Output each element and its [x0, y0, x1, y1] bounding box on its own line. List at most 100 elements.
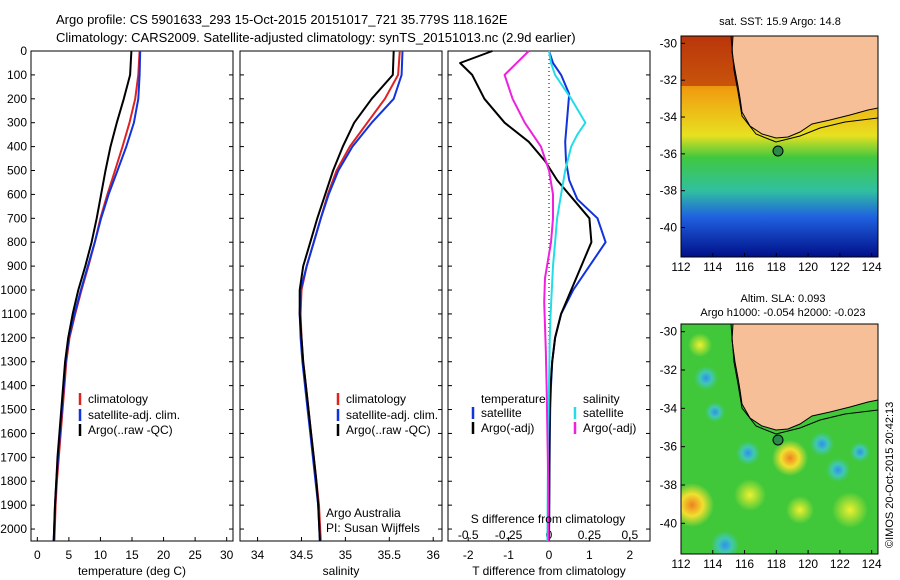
map-y-tick-label: -30 [660, 325, 678, 339]
imos-credit: ©IMOS 20-Oct-2015 20:42:13 [884, 402, 896, 548]
x-tick-label: 0 [34, 548, 41, 562]
top-tick-label: 0.25 [578, 528, 602, 542]
sst-depth-contour [730, 36, 878, 143]
top-tick-label: 0.5 [621, 528, 638, 542]
y-tick-label: 1600 [0, 426, 27, 440]
x-tick-label: 15 [125, 548, 139, 562]
x-tick-label: 34.5 [290, 548, 314, 562]
map-y-tick-label: -34 [660, 110, 678, 124]
y-tick-label: 1500 [0, 403, 27, 417]
series-line-salinity-argo-adj [503, 50, 554, 542]
series-line-salinity-satellite [546, 50, 587, 542]
map-x-tick-label: 112 [671, 260, 690, 274]
sla-cool-eddy [694, 366, 718, 390]
sla-depth-contour [730, 324, 878, 435]
temperature-axes: 0 5 10 15 20 25 300100200300400500600700800900… [0, 44, 233, 562]
sla-warm-eddy [772, 440, 808, 476]
x-tick-label: 35.5 [378, 548, 402, 562]
difference-top-xlabel: S difference from climatology [471, 512, 626, 526]
y-tick-label: 2000 [0, 522, 27, 536]
legend-label-satellite: satellite-adj. clim. [346, 408, 438, 422]
y-tick-label: 1200 [0, 331, 27, 345]
credit-line-1: Argo Australia [326, 506, 401, 520]
legend-label-satellite: satellite-adj. clim. [88, 408, 180, 422]
map-y-tick-label: -36 [660, 440, 678, 454]
sla-map-title: Altim. SLA: 0.093 [741, 293, 826, 305]
y-tick-label: 1000 [0, 283, 27, 297]
difference-xlabel: T difference from climatology [472, 564, 626, 578]
temperature-xlabel: temperature (deg C) [78, 564, 186, 578]
legend-label-t-argo: Argo(-adj) [481, 421, 534, 435]
header-line-1: Argo profile: CS 5901633_293 15-Oct-2015… [56, 12, 508, 27]
temperature-panel-frame [30, 50, 234, 542]
sst-map-title: sat. SST: 15.9 Argo: 14.8 [719, 16, 841, 28]
sla-cool-eddy [705, 402, 725, 422]
x-tick-label: -1 [503, 548, 514, 562]
x-tick-label: 25 [188, 548, 202, 562]
salinity-legend: climatology satellite-adj. clim. Argo(..… [326, 392, 438, 535]
map-x-tick-label: 112 [671, 557, 690, 571]
map-y-tick-label: -32 [660, 363, 678, 377]
salinity-plot [298, 50, 404, 542]
sla-map-frame [680, 323, 879, 555]
sla-cool-eddy [810, 432, 834, 456]
y-tick-label: 100 [7, 68, 27, 82]
x-tick-label: 10 [94, 548, 108, 562]
sla-warm-eddy [832, 492, 868, 528]
sla-land [731, 324, 878, 431]
x-tick-label: 36 [427, 548, 441, 562]
difference-legend: temperature salinity satellite Argo(-adj… [471, 392, 636, 435]
y-tick-label: 400 [7, 140, 27, 154]
map-x-tick-label: 124 [862, 260, 882, 274]
legend-label-s-argo: Argo(-adj) [583, 421, 636, 435]
map-x-tick-label: 116 [735, 260, 754, 274]
map-y-tick-label: -40 [660, 221, 678, 235]
y-tick-label: 1400 [0, 379, 27, 393]
sla-map: Altim. SLA: 0.093 Argo h1000: -0.054 h20… [660, 293, 882, 571]
y-tick-label: 1800 [0, 474, 27, 488]
map-x-tick-label: 114 [703, 260, 722, 274]
x-tick-label: -2 [463, 548, 474, 562]
salinity-xlabel: salinity [323, 564, 360, 578]
series-line-temperature-argo-adj [459, 50, 593, 542]
sst-land [731, 36, 878, 139]
sla-warm-eddy [681, 483, 714, 527]
series-line-argo-raw-qc [298, 50, 395, 542]
temperature-legend: climatology satellite-adj. clim. Argo(..… [78, 392, 180, 437]
top-tick-label: -0.25 [495, 528, 523, 542]
map-y-tick-label: -34 [660, 401, 678, 415]
sla-cool-eddy [850, 442, 870, 462]
sla-cool-eddy [826, 458, 850, 482]
top-tick-label: -0.5 [458, 528, 479, 542]
y-tick-label: 900 [7, 259, 27, 273]
map-x-tick-label: 118 [767, 260, 786, 274]
series-line-temperature-satellite [548, 50, 607, 542]
map-x-tick-label: 120 [798, 260, 818, 274]
salinity-axes: 34 34.5 35 35.5 36 [240, 50, 442, 562]
map-y-tick-label: -40 [660, 516, 678, 530]
x-tick-label: 2 [626, 548, 633, 562]
difference-plot [459, 50, 607, 542]
legend-label-argo: Argo(..raw -QC) [88, 423, 173, 437]
map-x-tick-label: 114 [703, 557, 722, 571]
map-y-tick-label: -30 [660, 36, 678, 50]
y-tick-label: 800 [7, 235, 27, 249]
x-tick-label: 20 [157, 548, 171, 562]
sst-argo-marker [772, 145, 784, 157]
legend-label-climatology: climatology [346, 392, 406, 406]
y-tick-label: 700 [7, 211, 27, 225]
x-tick-label: 1 [586, 548, 593, 562]
map-y-tick-label: -38 [660, 478, 678, 492]
legend-label-argo: Argo(..raw -QC) [346, 423, 431, 437]
header-line-2: Climatology: CARS2009. Satellite-adjuste… [56, 30, 576, 45]
map-x-tick-label: 116 [735, 557, 754, 571]
sla-map-subtitle: Argo h1000: -0.054 h2000: -0.023 [700, 307, 865, 319]
map-y-tick-label: -38 [660, 184, 678, 198]
sst-map-frame [680, 35, 879, 258]
map-x-tick-label: 122 [830, 260, 850, 274]
legend-label-t-satellite: satellite [481, 406, 522, 420]
y-tick-label: 200 [7, 92, 27, 106]
y-tick-label: 0 [20, 44, 27, 58]
credit-line-2: PI: Susan Wijffels [326, 521, 420, 535]
